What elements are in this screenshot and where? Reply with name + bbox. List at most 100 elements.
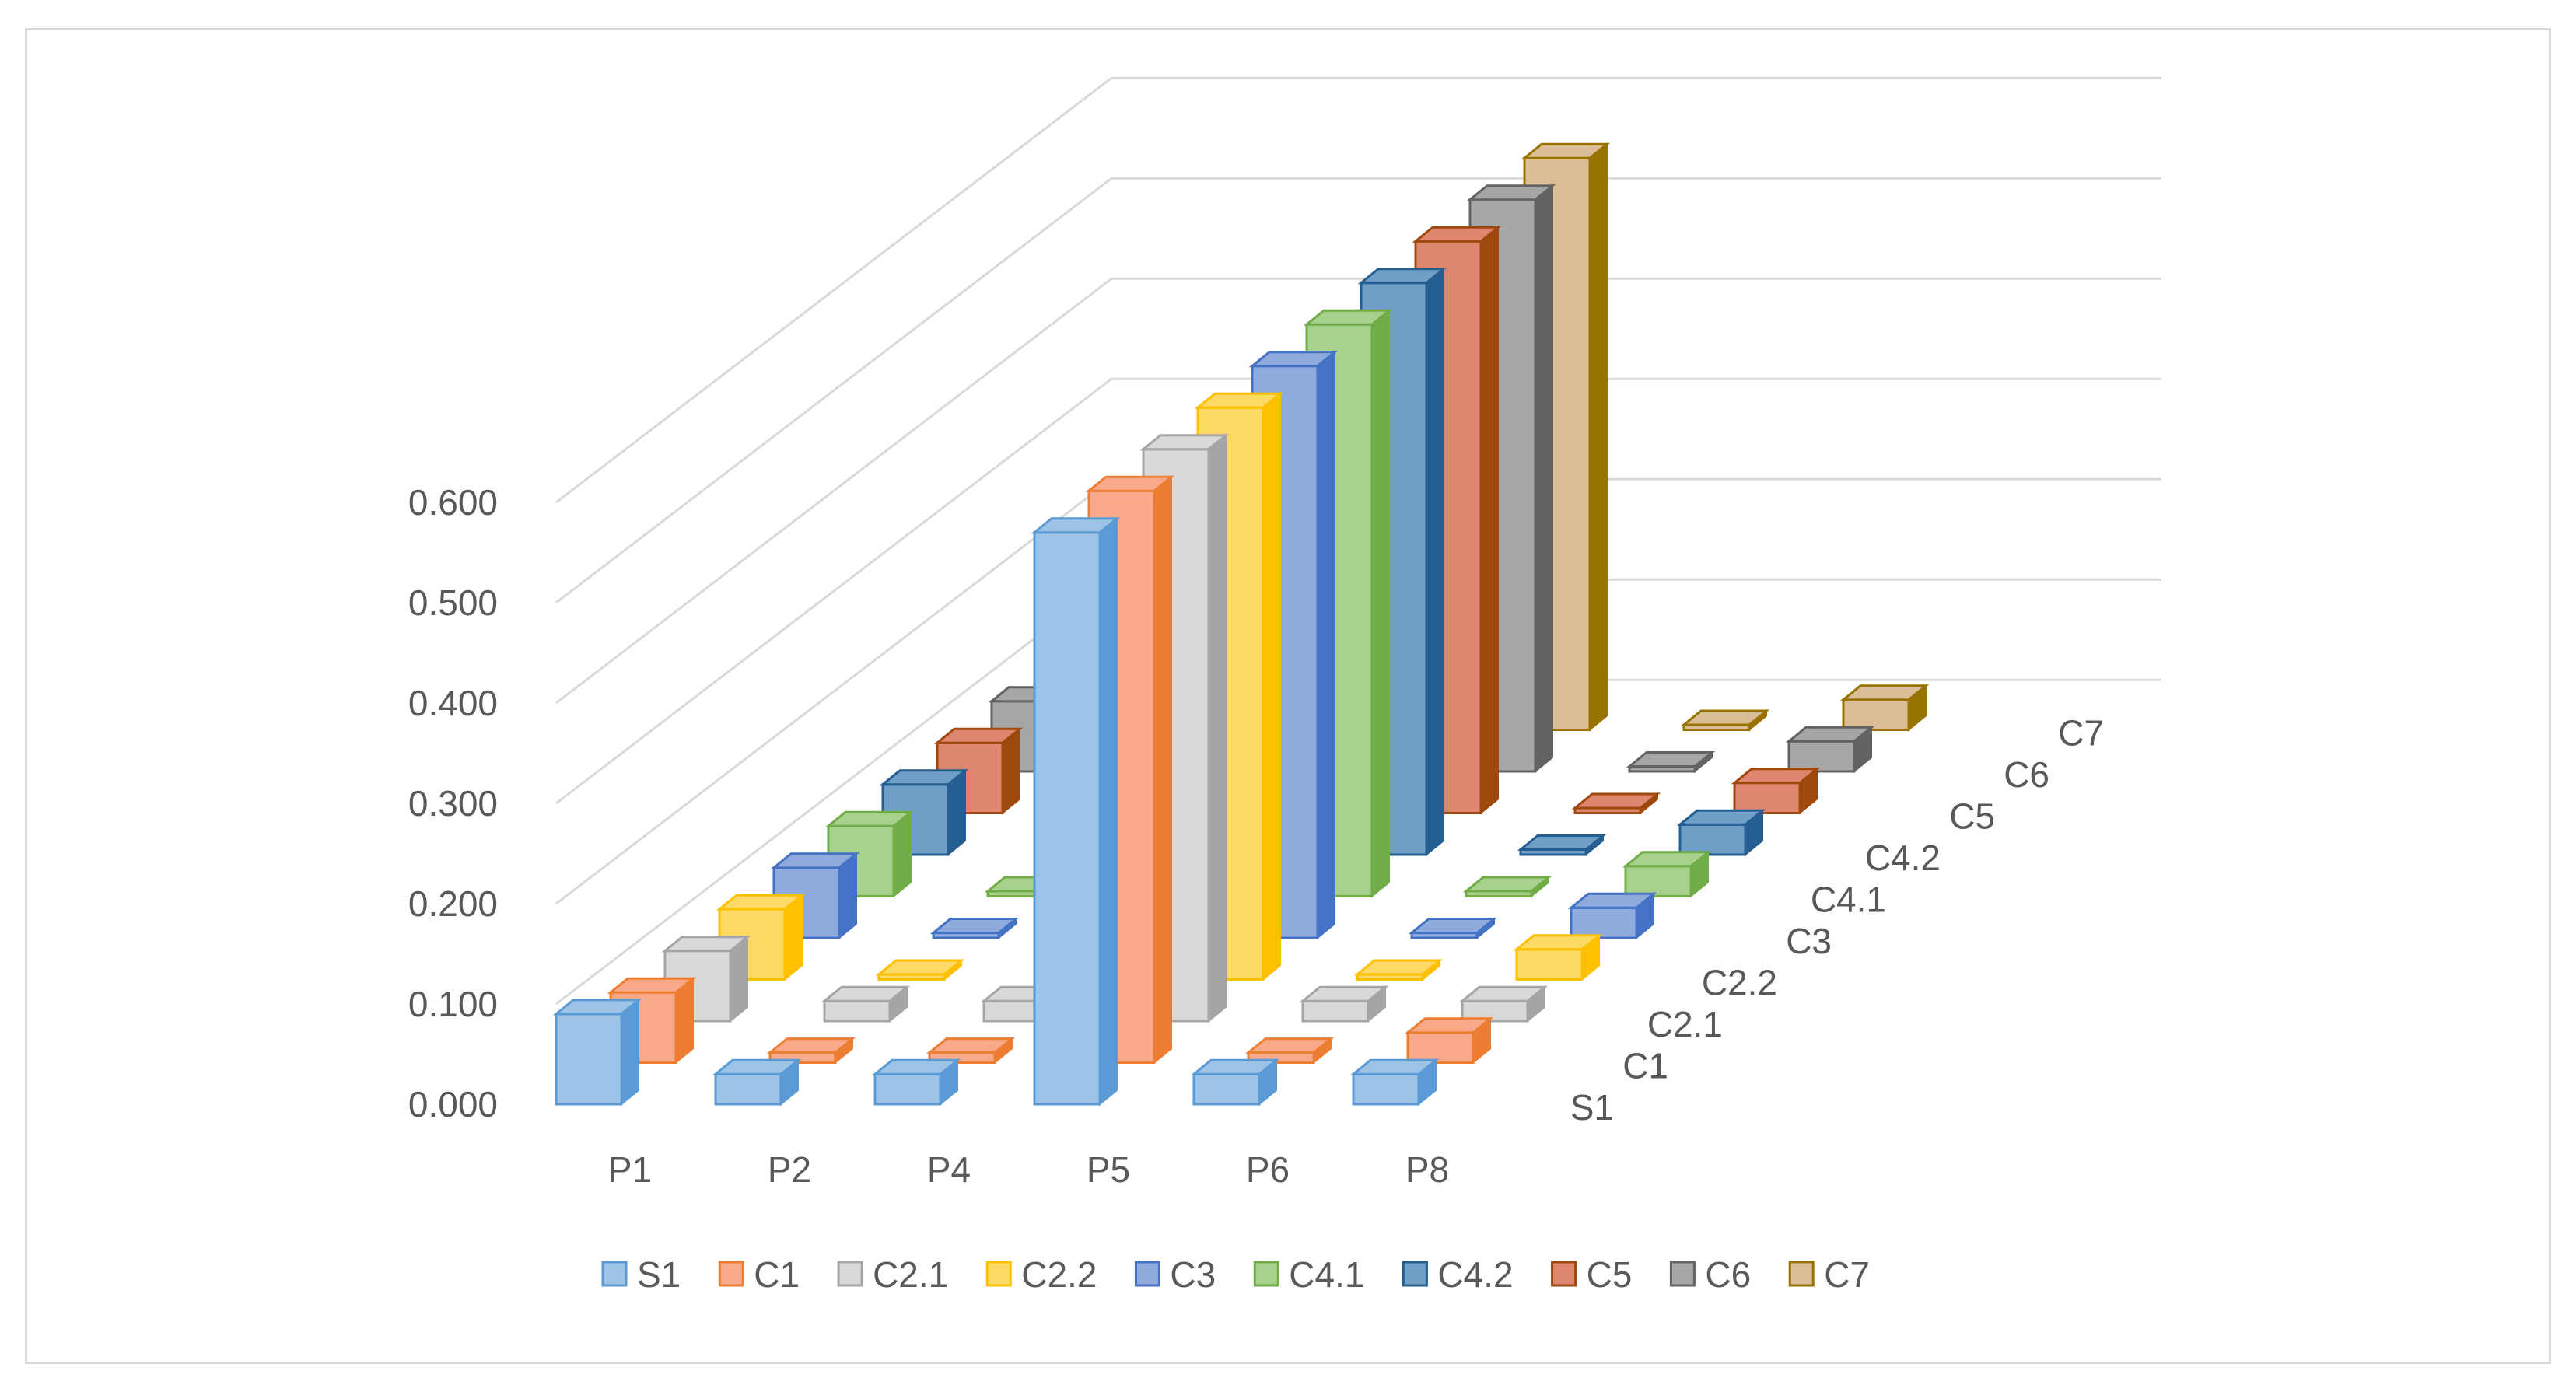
gridline — [555, 177, 2161, 604]
bar-front — [714, 1072, 782, 1106]
bar — [1349, 1058, 1440, 1107]
bar — [1517, 834, 1607, 857]
bar — [1676, 809, 1766, 857]
bar-side — [1153, 475, 1172, 1065]
bar-side — [621, 998, 639, 1107]
y-tick-label: 0.100 — [408, 984, 498, 1024]
bar — [1567, 892, 1657, 940]
legend-label: C2.1 — [873, 1254, 948, 1295]
category-label: P5 — [1087, 1149, 1130, 1190]
legend-swatch — [718, 1261, 744, 1287]
legend-item: C2.2 — [985, 1254, 1097, 1295]
bar-top — [929, 918, 1020, 934]
legend-swatch — [1402, 1261, 1428, 1287]
category-label: P2 — [768, 1149, 811, 1190]
bar-top — [716, 894, 806, 911]
bar-top — [607, 977, 697, 994]
legend-label: C6 — [1705, 1254, 1751, 1295]
bar-top — [1299, 985, 1389, 1002]
bar — [1248, 350, 1339, 940]
bar-top — [1404, 1017, 1494, 1034]
category-label: P4 — [927, 1149, 971, 1190]
bar — [1462, 875, 1552, 898]
series-depth-label: C4.2 — [1865, 838, 1941, 878]
bar-front — [555, 1013, 623, 1106]
legend-label: C1 — [754, 1254, 800, 1295]
bar — [1190, 1058, 1280, 1107]
legend-swatch — [1669, 1261, 1696, 1287]
bar — [1626, 750, 1716, 774]
legend-swatch — [837, 1261, 863, 1287]
legend-item: C4.1 — [1253, 1254, 1364, 1295]
legend-swatch — [1253, 1261, 1279, 1287]
legend-swatch — [985, 1261, 1012, 1287]
bar-front — [1301, 999, 1370, 1023]
gridline — [555, 76, 2161, 504]
bar-side — [1317, 350, 1335, 940]
legend-item: C6 — [1669, 1254, 1751, 1295]
series-depth-label: C2.2 — [1702, 963, 1777, 1003]
bar-front — [1406, 1031, 1475, 1065]
bar-top — [1571, 792, 1661, 810]
bar-side — [1371, 309, 1390, 898]
bar-top — [1085, 475, 1175, 492]
series-depth-label: C7 — [2058, 713, 2104, 754]
bar-top — [1190, 1058, 1280, 1075]
bar-top — [875, 959, 965, 976]
y-tick-label: 0.400 — [408, 683, 498, 723]
bar — [1458, 985, 1549, 1023]
bar-top — [871, 1058, 961, 1075]
bar — [661, 935, 751, 1023]
bar-top — [1676, 809, 1766, 826]
category-label: P6 — [1246, 1149, 1290, 1190]
bar-top — [1248, 351, 1339, 368]
bar — [875, 958, 965, 981]
bar — [929, 917, 1020, 940]
bar-top — [1303, 309, 1393, 326]
bar — [552, 998, 642, 1107]
bar-top — [1357, 268, 1447, 285]
bar — [1404, 1016, 1494, 1065]
legend-label: C5 — [1587, 1254, 1633, 1295]
y-tick-label: 0.000 — [408, 1084, 498, 1124]
bar-top — [1517, 834, 1607, 851]
legend-item: C7 — [1788, 1254, 1870, 1295]
bar-top — [1412, 226, 1502, 243]
gridline — [555, 377, 2161, 805]
legend-label: C4.2 — [1437, 1254, 1513, 1295]
bar — [712, 1058, 802, 1107]
bar-front — [1842, 698, 1910, 731]
bar-top — [1462, 876, 1552, 893]
bar-top — [1244, 1037, 1335, 1054]
bar-side — [1426, 267, 1444, 857]
bar-top — [1031, 517, 1121, 534]
bar-front — [1624, 865, 1692, 898]
legend-swatch — [1788, 1261, 1815, 1287]
series-depth-label: C5 — [1949, 796, 1995, 837]
bar-top — [1626, 751, 1716, 768]
category-label: P8 — [1405, 1149, 1449, 1190]
x-axis: P1 P2 P4 P5 P6 P8 — [608, 1149, 1449, 1190]
bar-front — [1033, 531, 1101, 1106]
bar-top — [552, 999, 642, 1016]
series-depth-label: C4.1 — [1811, 880, 1886, 920]
bar-top — [1567, 892, 1657, 909]
bar-top — [1622, 851, 1712, 868]
legend-label: C4.1 — [1289, 1254, 1364, 1295]
bar — [1408, 917, 1498, 940]
bar-top — [821, 985, 911, 1002]
series-depth-label: C1 — [1622, 1046, 1668, 1086]
bar-top — [1785, 726, 1875, 743]
bar-side — [1208, 433, 1227, 1023]
bar-front — [1192, 1072, 1261, 1106]
bar-front — [1570, 906, 1638, 939]
bar — [1513, 933, 1603, 981]
bar-front — [1678, 823, 1747, 856]
bar-top — [1349, 1058, 1440, 1075]
bar — [821, 985, 911, 1023]
bar — [1244, 1037, 1335, 1065]
bar — [1353, 958, 1444, 981]
series-depth-label: S1 — [1570, 1087, 1614, 1128]
